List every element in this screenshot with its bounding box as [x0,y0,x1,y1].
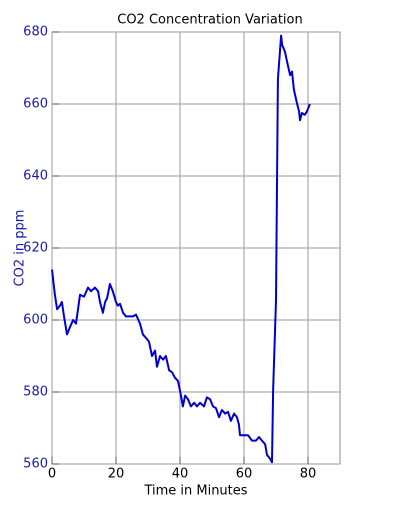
data-line [51,34,311,464]
y-tick-label: 680 [23,25,48,40]
x-tick-label: 60 [236,467,253,482]
y-tick-label: 620 [23,241,48,256]
y-tick-label: 640 [23,169,48,184]
x-tick-label: 40 [172,467,189,482]
x-tick-label: 0 [48,467,56,482]
y-tick-label: 560 [23,457,48,472]
y-tick-label: 660 [23,97,48,112]
x-tick-label: 80 [300,467,317,482]
y-tick-label: 600 [23,313,48,328]
x-axis-label: Time in Minutes [143,484,247,499]
y-tick-label: 580 [23,385,48,400]
x-tick-label: 20 [108,467,125,482]
chart-title: CO2 Concentration Variation [117,13,303,28]
y-axis-label: CO2 in ppm [13,210,28,287]
